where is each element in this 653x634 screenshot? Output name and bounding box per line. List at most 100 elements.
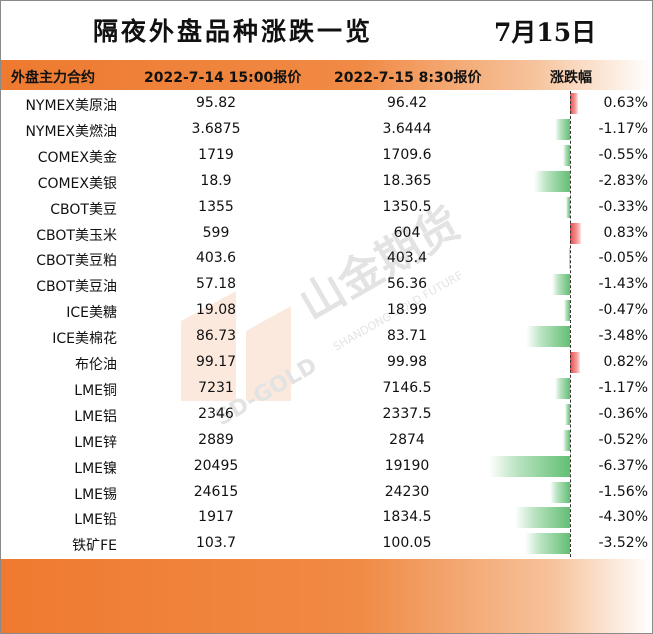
contract-name: ICE美棉花 <box>52 331 117 348</box>
change-bar <box>550 481 570 503</box>
contract-name: LME铜 <box>74 382 117 399</box>
contract-name: CBOT美豆 <box>50 201 117 218</box>
table-header: 外盘主力合约 2022-7-14 15:00报价 2022-7-15 8:30报… <box>1 60 652 90</box>
change-bar <box>555 377 570 399</box>
header-price1: 2022-7-14 15:00报价 <box>144 70 302 86</box>
price-2022-7-14: 2346 <box>198 405 234 422</box>
price-2022-7-15: 18.365 <box>382 172 432 189</box>
change-percent: -3.52% <box>598 535 648 552</box>
table-row: NYMEX美原油 95.82 96.42 0.63% <box>1 91 652 117</box>
price-2022-7-15: 7146.5 <box>382 379 432 396</box>
table-row: CBOT美豆粕 403.6 403.4 -0.05% <box>1 246 652 272</box>
change-percent: -0.55% <box>598 146 648 163</box>
price-2022-7-14: 1719 <box>198 146 234 163</box>
price-2022-7-14: 99.17 <box>195 354 237 370</box>
contract-name: LME镍 <box>74 460 117 477</box>
contract-name: CBOT美豆粕 <box>36 253 117 270</box>
change-bar <box>515 507 570 529</box>
price-2022-7-15: 2874 <box>389 431 425 448</box>
title-row: 隔夜外盘品种涨跌一览 7月15日 <box>1 1 652 59</box>
price-2022-7-14: 95.82 <box>195 95 237 111</box>
table-row: ICE美棉花 86.73 83.71 -3.48% <box>1 324 652 350</box>
change-percent: -1.43% <box>598 276 648 293</box>
change-bar <box>551 274 570 296</box>
price-2022-7-14: 3.6875 <box>191 120 241 137</box>
table-row: ICE美糖 19.08 18.99 -0.47% <box>1 298 652 324</box>
table-row: 布伦油 99.17 99.98 0.82% <box>1 350 652 376</box>
change-bar <box>565 196 570 218</box>
header-change: 涨跌幅 <box>550 70 592 86</box>
change-bar <box>565 403 570 425</box>
price-2022-7-15: 100.05 <box>382 535 432 552</box>
price-2022-7-14: 1917 <box>198 509 234 526</box>
header-price2: 2022-7-15 8:30报价 <box>334 70 482 86</box>
change-bar <box>525 533 570 555</box>
price-2022-7-14: 20495 <box>193 457 239 474</box>
contract-name: LME铝 <box>74 408 117 425</box>
table-row: LME铅 1917 1834.5 -4.30% <box>1 505 652 531</box>
price-2022-7-14: 2889 <box>198 431 234 448</box>
table-row: CBOT美豆 1355 1350.5 -0.33% <box>1 195 652 221</box>
change-bar <box>555 118 570 140</box>
table-row: NYMEX美燃油 3.6875 3.6444 -1.17% <box>1 117 652 143</box>
price-2022-7-14: 7231 <box>198 379 234 396</box>
table-row: CBOT美玉米 599 604 0.83% <box>1 221 652 247</box>
table-row: COMEX美银 18.9 18.365 -2.83% <box>1 169 652 195</box>
change-bar <box>570 352 581 373</box>
contract-name: CBOT美玉米 <box>36 227 117 244</box>
change-percent: -4.30% <box>598 509 648 526</box>
price-2022-7-14: 24615 <box>193 483 239 500</box>
price-2022-7-15: 1350.5 <box>382 198 432 215</box>
price-2022-7-15: 83.71 <box>386 328 428 345</box>
change-bar <box>534 170 570 192</box>
price-2022-7-14: 86.73 <box>195 328 237 345</box>
change-bar <box>568 248 570 270</box>
contract-name: COMEX美金 <box>37 149 117 166</box>
price-2022-7-15: 19190 <box>384 457 430 474</box>
table-row: CBOT美豆油 57.18 56.36 -1.43% <box>1 272 652 298</box>
change-percent: -6.37% <box>598 457 648 474</box>
change-bar <box>563 429 570 451</box>
table-row: LME铜 7231 7146.5 -1.17% <box>1 376 652 402</box>
page-title: 隔夜外盘品种涨跌一览 <box>93 17 374 46</box>
price-2022-7-14: 103.7 <box>195 535 237 552</box>
change-bar <box>570 222 581 244</box>
price-2022-7-14: 1355 <box>198 198 234 215</box>
contract-name: ICE美糖 <box>66 305 117 322</box>
table-row: LME锡 24615 24230 -1.56% <box>1 480 652 506</box>
table-row: LME锌 2889 2874 -0.52% <box>1 428 652 454</box>
price-2022-7-15: 1834.5 <box>382 509 432 526</box>
price-2022-7-14: 403.6 <box>195 250 237 267</box>
change-percent: -0.47% <box>598 302 648 319</box>
price-2022-7-15: 99.98 <box>386 354 428 370</box>
price-2022-7-15: 3.6444 <box>382 120 432 137</box>
table-row: 铁矿FE 103.7 100.05 -3.52% <box>1 531 652 557</box>
footer-band <box>1 559 652 633</box>
contract-name: 布伦油 <box>75 357 117 373</box>
change-bar <box>563 144 570 166</box>
contract-name: LME铅 <box>74 512 117 529</box>
price-2022-7-15: 56.36 <box>386 276 428 293</box>
change-percent: -3.48% <box>598 328 648 345</box>
table-row: LME铝 2346 2337.5 -0.36% <box>1 402 652 428</box>
table-row: LME镍 20495 19190 -6.37% <box>1 454 652 480</box>
contract-name: LME锡 <box>74 486 117 503</box>
change-percent: -1.17% <box>598 120 648 137</box>
price-2022-7-15: 2337.5 <box>382 405 432 422</box>
price-2022-7-15: 18.99 <box>386 302 428 319</box>
change-bar <box>525 326 570 348</box>
change-percent: -0.33% <box>598 198 648 215</box>
report-date: 7月15日 <box>494 18 597 47</box>
price-2022-7-14: 57.18 <box>195 276 237 293</box>
change-percent: 0.82% <box>603 354 648 370</box>
change-percent: -0.52% <box>598 431 648 448</box>
change-percent: -2.83% <box>598 172 648 189</box>
contract-name: LME锌 <box>74 434 117 451</box>
change-bar <box>489 455 570 477</box>
table-row: COMEX美金 1719 1709.6 -0.55% <box>1 143 652 169</box>
change-percent: 0.63% <box>603 95 648 111</box>
price-2022-7-14: 599 <box>202 224 230 241</box>
zero-axis <box>570 91 571 557</box>
contract-name: COMEX美银 <box>37 175 117 192</box>
